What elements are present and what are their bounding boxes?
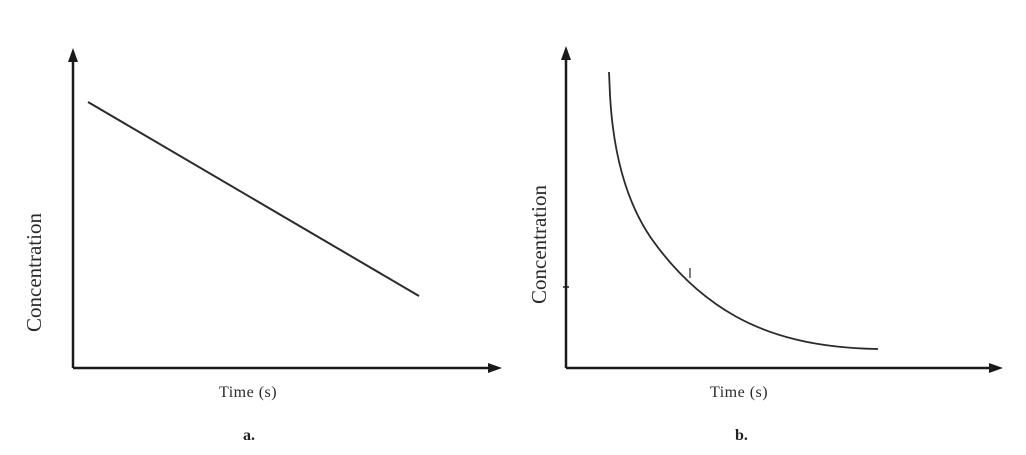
- panel-letter: a.: [243, 427, 255, 444]
- chart-panel-a: Concentration Time (s) a.: [22, 48, 502, 444]
- x-axis-arrow-icon: [989, 363, 1003, 373]
- y-axis-arrow-icon: [561, 46, 571, 60]
- data-line-linear: [87, 101, 420, 297]
- y-axis-arrow-icon: [68, 48, 78, 62]
- x-axis-arrow-icon: [488, 363, 502, 373]
- chart-panel-b: Concentration Time (s) b.: [513, 0, 1026, 455]
- y-axis-label: Concentration: [22, 213, 46, 332]
- chart-b-plot: [561, 46, 1003, 373]
- x-axis-label: Time (s): [710, 384, 769, 401]
- y-axis-label: Concentration: [527, 185, 551, 304]
- x-axis-label: Time (s): [219, 384, 278, 401]
- chart-a-plot: [68, 48, 502, 373]
- data-curve-decay: [608, 71, 879, 350]
- panel-letter: b.: [735, 427, 748, 444]
